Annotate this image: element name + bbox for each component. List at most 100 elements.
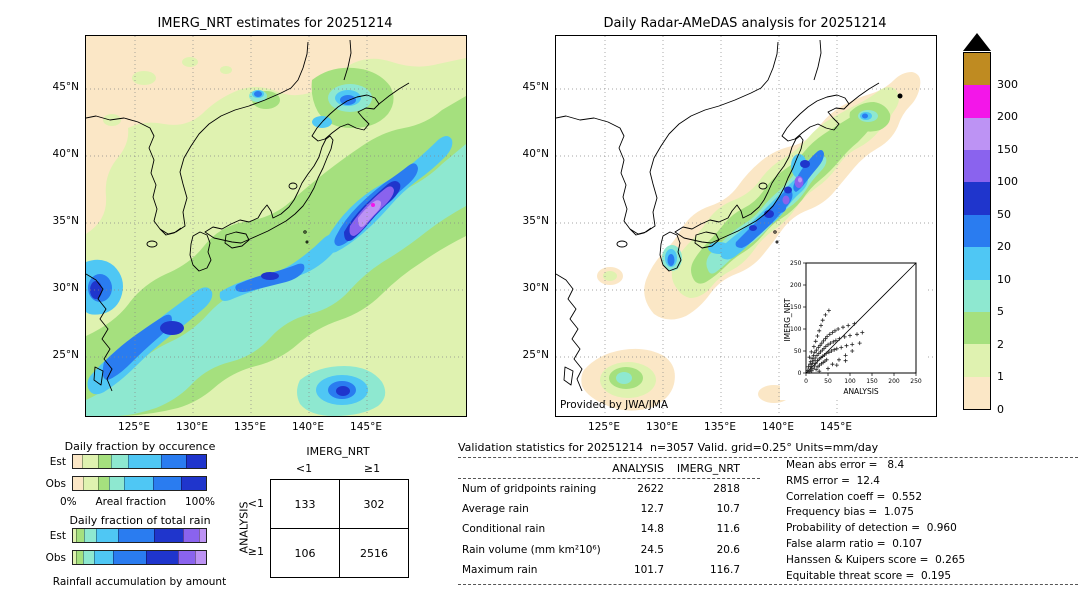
score-line: RMS error = 12.4: [786, 474, 880, 487]
right-map-title: Daily Radar-AMeDAS analysis for 20251214: [603, 16, 887, 31]
stats-cell: Conditional rain: [462, 523, 546, 536]
imerg-precipitation-map: [85, 35, 467, 417]
score-line: Correlation coeff = 0.552: [786, 490, 922, 503]
contingency-cell: 302: [339, 479, 409, 529]
stats-cell: 12.7: [640, 503, 664, 516]
bar-segment: [128, 455, 161, 468]
total-est-bar: [72, 528, 207, 543]
bar-segment: [185, 455, 206, 468]
lon-tick-label: 135°E: [234, 421, 266, 433]
bar-segment: [81, 455, 99, 468]
stats-cell: 10.7: [716, 503, 740, 516]
contingency-row-label-ge1: ≥1: [247, 544, 264, 558]
svg-text:0: 0: [798, 370, 802, 377]
contingency-column-title: IMERG_NRT: [306, 445, 370, 458]
axis-title: Areal fraction: [95, 496, 167, 508]
stats-cell: 24.5: [640, 543, 664, 556]
lon-tick-label: 145°E: [350, 421, 382, 433]
bar-segment: [98, 477, 110, 490]
contingency-row-label-lt1: <1: [247, 496, 264, 510]
lat-tick-label: 30°N: [52, 282, 79, 294]
scatter-points: [805, 308, 865, 374]
bar-segment: [110, 455, 129, 468]
colorbar-segment: [964, 247, 990, 280]
colorbar-tick-label: 5: [997, 305, 1004, 319]
axis-hundred-label: 100%: [184, 496, 215, 508]
lat-tick-label: 40°N: [52, 148, 79, 160]
bar-segment: [75, 551, 83, 564]
stats-row: Average rain 12.7 10.7: [458, 503, 758, 523]
stats-cell: 2622: [637, 483, 664, 495]
colorbar-segment: [964, 279, 990, 312]
bar-segment: [82, 551, 94, 564]
bar-segment: [84, 529, 97, 542]
total-obs-bar: [72, 550, 207, 565]
colorbar-tick-label: 1: [997, 370, 1004, 384]
colorbar-tick-label: 10: [997, 272, 1011, 286]
stats-cell: Average rain: [462, 503, 529, 516]
lon-tick-label: 125°E: [588, 421, 620, 433]
colorbar-tick-label: 300: [997, 77, 1018, 91]
lon-tick-label: 145°E: [820, 421, 852, 433]
colorbar-segment: [964, 214, 990, 248]
colorbar-tick-label: 0: [997, 403, 1004, 416]
lon-tick-label: 130°E: [176, 421, 208, 433]
colorbar-tick-label: 20: [997, 240, 1011, 254]
bar-segment: [73, 455, 82, 468]
svg-text:100: 100: [790, 326, 802, 333]
colorbar-tick-label: 100: [997, 175, 1018, 189]
stats-rows: Num of gridpoints raining 2622 2818 Average…: [458, 483, 758, 584]
occurrence-obs-label: Obs: [45, 478, 66, 490]
score-line: Hanssen & Kuipers score = 0.265: [786, 553, 966, 566]
lon-tick-label: 140°E: [762, 421, 794, 433]
contingency-table: 133 302 106 2516: [270, 479, 409, 578]
total-rain-chart-title: Daily fraction of total rain: [69, 514, 211, 527]
contingency-cell: 133: [270, 479, 340, 529]
stats-row: Conditional rain 14.8 11.6: [458, 523, 758, 543]
svg-text:250: 250: [910, 378, 922, 385]
lat-tick-label: 35°N: [52, 215, 79, 227]
stats-cell: 20.6: [716, 543, 740, 556]
bar-segment: [198, 529, 206, 542]
stats-row: Rain volume (mm km²10⁶) 24.5 20.6: [458, 544, 758, 564]
bar-segment: [73, 551, 76, 564]
total-est-label: Est: [49, 530, 66, 542]
stats-row: Maximum rain 101.7 116.7: [458, 564, 758, 584]
colorbar-segment: [964, 311, 990, 345]
contingency-cell: 106: [270, 528, 340, 578]
stats-cell: Rain volume (mm km²10⁶): [462, 543, 601, 556]
bar-segment: [194, 551, 207, 564]
bar-segment: [146, 551, 178, 564]
stats-col-header-analysis: ANALYSIS: [612, 462, 664, 475]
colorbar-segment: [964, 376, 990, 409]
occurrence-est-bar: [72, 454, 207, 469]
bar-segment: [98, 455, 111, 468]
bar-segment: [153, 477, 181, 490]
lon-tick-label: 140°E: [292, 421, 324, 433]
colorbar-segment: [964, 85, 990, 118]
stats-cell: 14.8: [640, 523, 664, 536]
stats-row: Num of gridpoints raining 2622 2818: [458, 483, 758, 503]
svg-text:100: 100: [844, 378, 856, 385]
contingency-cell: 2516: [339, 528, 409, 578]
colorbar-segment: [964, 117, 990, 151]
lat-tick-label: 30°N: [522, 282, 549, 294]
lon-tick-label: 125°E: [118, 421, 150, 433]
lat-tick-label: 25°N: [52, 349, 79, 361]
colorbar-segment: [964, 344, 990, 377]
svg-text:50: 50: [824, 378, 832, 385]
occurrence-obs-bar: [72, 476, 207, 491]
max-value-marker: [897, 93, 903, 99]
bar-segment: [180, 477, 206, 490]
data-credit: Provided by JWA/JMA: [560, 399, 669, 411]
stats-cell: Num of gridpoints raining: [462, 483, 597, 495]
contingency-col-label-lt1: <1: [295, 462, 313, 475]
svg-text:50: 50: [794, 348, 802, 355]
divider-line: [458, 584, 1078, 585]
bar-segment: [153, 529, 183, 542]
lat-tick-label: 45°N: [522, 81, 549, 93]
colorbar-segment: [964, 150, 990, 183]
lat-tick-label: 25°N: [522, 349, 549, 361]
svg-text:200: 200: [790, 282, 802, 289]
